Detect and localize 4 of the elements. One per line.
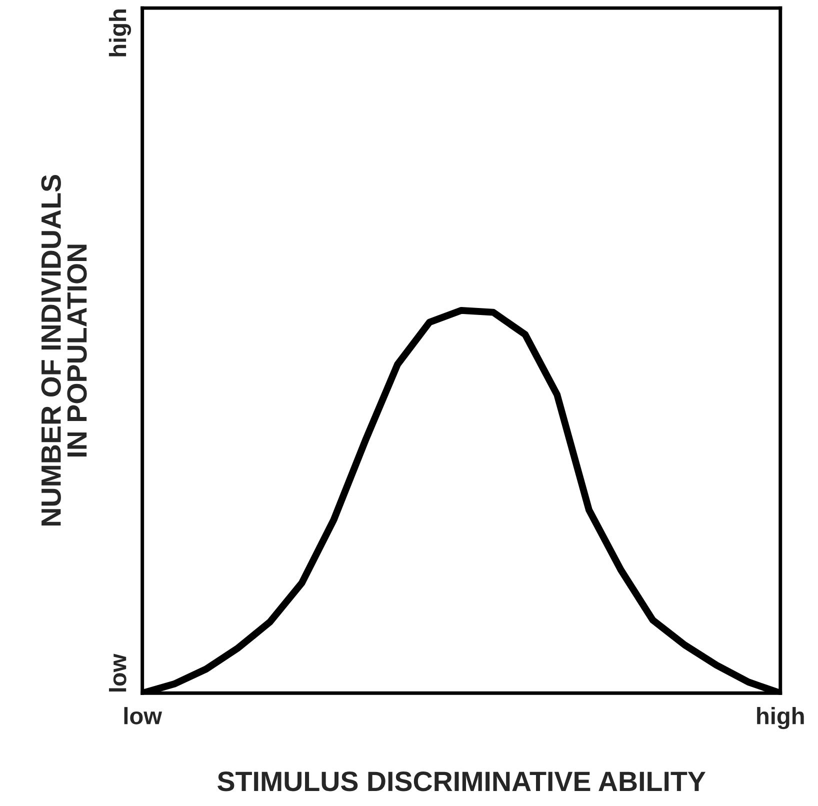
text: low bbox=[108, 654, 126, 692]
x-axis-title: STIMULUS DISCRIMINATIVE ABILITY bbox=[218, 772, 706, 792]
text: high bbox=[108, 10, 132, 56]
y-axis-title: NUMBER OF INDIVIDUALS IN POPULATION bbox=[41, 174, 87, 526]
